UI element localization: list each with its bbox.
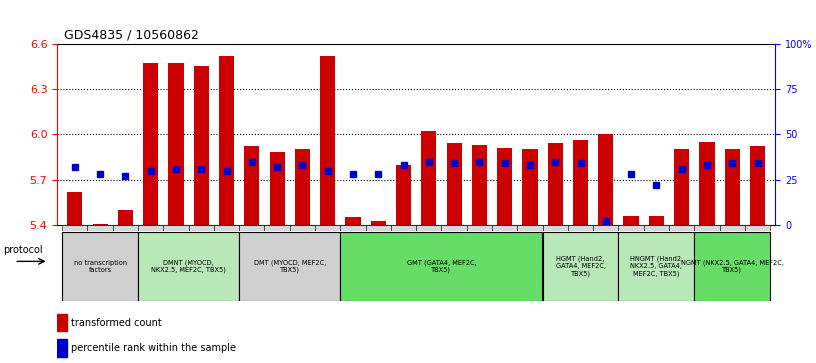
FancyBboxPatch shape [214, 225, 239, 231]
Bar [446, 143, 462, 225]
FancyBboxPatch shape [62, 225, 87, 231]
Bar [320, 56, 335, 225]
Bar [92, 224, 108, 225]
Bar [345, 217, 361, 225]
FancyBboxPatch shape [113, 225, 138, 231]
Bar [421, 131, 437, 225]
FancyBboxPatch shape [138, 225, 163, 231]
FancyBboxPatch shape [340, 232, 542, 301]
FancyBboxPatch shape [517, 225, 543, 231]
Bar [57, 339, 67, 357]
Bar [67, 192, 82, 225]
Text: transformed count: transformed count [72, 318, 162, 328]
Bar [396, 164, 411, 225]
Bar [649, 216, 664, 225]
Bar [623, 216, 639, 225]
FancyBboxPatch shape [669, 225, 694, 231]
FancyBboxPatch shape [239, 232, 339, 301]
FancyBboxPatch shape [441, 225, 467, 231]
Bar [750, 146, 765, 225]
Bar [573, 140, 588, 225]
FancyBboxPatch shape [492, 225, 517, 231]
Text: percentile rank within the sample: percentile rank within the sample [72, 343, 237, 353]
FancyBboxPatch shape [619, 232, 694, 301]
Bar [57, 314, 67, 331]
Bar [295, 150, 310, 225]
Text: no transcription
factors: no transcription factors [73, 260, 126, 273]
FancyBboxPatch shape [644, 225, 669, 231]
FancyBboxPatch shape [391, 225, 416, 231]
FancyBboxPatch shape [163, 225, 188, 231]
FancyBboxPatch shape [745, 225, 770, 231]
Bar [370, 220, 386, 225]
FancyBboxPatch shape [543, 225, 568, 231]
Bar [674, 150, 690, 225]
FancyBboxPatch shape [264, 225, 290, 231]
Bar [699, 142, 715, 225]
Text: DMT (MYOCD, MEF2C,
TBX5): DMT (MYOCD, MEF2C, TBX5) [254, 260, 326, 273]
Bar [168, 63, 184, 225]
Bar [725, 150, 740, 225]
FancyBboxPatch shape [568, 225, 593, 231]
FancyBboxPatch shape [366, 225, 391, 231]
Bar [522, 150, 538, 225]
FancyBboxPatch shape [416, 225, 441, 231]
Bar [143, 63, 158, 225]
Bar [193, 66, 209, 225]
FancyBboxPatch shape [239, 225, 264, 231]
FancyBboxPatch shape [138, 232, 238, 301]
FancyBboxPatch shape [340, 225, 366, 231]
FancyBboxPatch shape [694, 232, 769, 301]
Text: NGMT (NKX2.5, GATA4, MEF2C,
TBX5): NGMT (NKX2.5, GATA4, MEF2C, TBX5) [681, 260, 783, 273]
Text: GDS4835 / 10560862: GDS4835 / 10560862 [64, 28, 199, 41]
Text: DMNT (MYOCD,
NKX2.5, MEF2C, TBX5): DMNT (MYOCD, NKX2.5, MEF2C, TBX5) [151, 260, 226, 273]
FancyBboxPatch shape [315, 225, 340, 231]
Text: protocol: protocol [3, 245, 42, 256]
Bar [244, 146, 259, 225]
FancyBboxPatch shape [694, 225, 720, 231]
FancyBboxPatch shape [87, 225, 113, 231]
Bar [269, 152, 285, 225]
Bar [219, 56, 234, 225]
Bar [598, 134, 614, 225]
Text: GMT (GATA4, MEF2C,
TBX5): GMT (GATA4, MEF2C, TBX5) [406, 260, 477, 273]
Bar [497, 148, 512, 225]
FancyBboxPatch shape [188, 225, 214, 231]
FancyBboxPatch shape [467, 225, 492, 231]
FancyBboxPatch shape [543, 232, 618, 301]
FancyBboxPatch shape [62, 232, 138, 301]
Bar [118, 210, 133, 225]
Bar [548, 143, 563, 225]
FancyBboxPatch shape [720, 225, 745, 231]
FancyBboxPatch shape [619, 225, 644, 231]
FancyBboxPatch shape [593, 225, 619, 231]
Text: HNGMT (Hand2,
NKX2.5, GATA4,
MEF2C, TBX5): HNGMT (Hand2, NKX2.5, GATA4, MEF2C, TBX5… [630, 256, 683, 277]
Bar [472, 145, 487, 225]
FancyBboxPatch shape [290, 225, 315, 231]
Text: HGMT (Hand2,
GATA4, MEF2C,
TBX5): HGMT (Hand2, GATA4, MEF2C, TBX5) [556, 256, 605, 277]
